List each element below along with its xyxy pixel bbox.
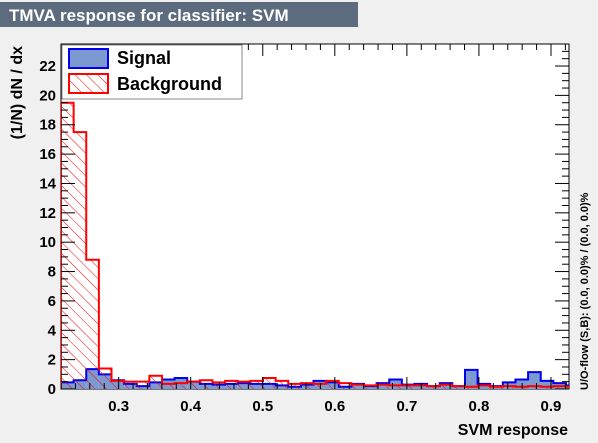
background-bar: [237, 381, 251, 389]
legend: Signal Background: [61, 44, 243, 100]
y-tick-label: 18: [39, 117, 56, 134]
x-tick-label: 0.8: [468, 398, 489, 415]
plot-area: [60, 43, 570, 390]
background-bar: [363, 385, 377, 389]
background-bar: [540, 386, 554, 389]
y-tick-label: 14: [39, 175, 56, 192]
background-bar: [326, 380, 339, 389]
histogram-bars: [61, 101, 598, 389]
background-bar: [225, 380, 238, 389]
background-bar: [452, 386, 465, 389]
background-bar: [528, 386, 541, 389]
background-outline: [61, 101, 569, 389]
y-tick-label: 6: [48, 293, 56, 310]
overflow-info: U/O-flow (S,B): (0.0, 0.0)% / (0.0, 0.0)…: [579, 192, 591, 390]
background-bar: [389, 385, 402, 389]
legend-background-label: Background: [117, 74, 222, 94]
background-bar: [300, 383, 314, 389]
background-bar: [553, 386, 566, 389]
background-bar: [124, 381, 137, 389]
background-bar: [262, 377, 276, 389]
legend-signal-swatch: [68, 48, 109, 69]
background-bar: [351, 384, 364, 389]
background-bar: [61, 102, 74, 389]
background-bar: [174, 383, 188, 389]
x-tick-label: 0.3: [108, 398, 129, 415]
x-tick-label: 0.7: [396, 398, 417, 415]
x-tick-label: 0.6: [324, 398, 345, 415]
background-bar: [401, 385, 415, 389]
series-background: [61, 101, 598, 389]
y-tick-label: 2: [48, 352, 56, 369]
background-bar: [338, 383, 352, 389]
background-bar: [591, 388, 598, 389]
tick-labels: 0.3 0.4 0.5 0.6 0.7 0.8 0.9 0 2 4 6 8 10 12 14 16 18 20 22: [39, 58, 561, 415]
background-bar: [86, 259, 99, 389]
background-bar: [111, 380, 125, 389]
x-tick-label: 0.4: [180, 398, 202, 415]
signal-bar: [540, 380, 554, 389]
y-tick-label: 4: [48, 322, 57, 339]
background-bar: [199, 380, 213, 389]
signal-bar: [389, 379, 402, 389]
background-bar: [161, 383, 175, 389]
chart-title: TMVA response for classifier: SVM: [9, 6, 289, 25]
background-bar: [288, 383, 301, 389]
y-axis-label: (1/N) dN / dx: [9, 46, 26, 139]
background-bar: [502, 386, 516, 389]
x-tick-label: 0.9: [541, 398, 562, 415]
signal-outline: [61, 368, 569, 389]
background-bar: [427, 386, 440, 389]
background-bar: [98, 368, 112, 389]
background-bar: [439, 384, 453, 389]
background-bar: [275, 380, 289, 389]
x-axis-label: SVM response: [458, 422, 568, 439]
background-bar: [212, 382, 226, 389]
legend-background-swatch: [68, 73, 109, 94]
background-bar: [477, 385, 491, 389]
background-bar: [187, 381, 200, 389]
y-tick-label: 16: [39, 146, 56, 163]
background-bar: [565, 386, 569, 389]
axis-ticks: [60, 43, 569, 390]
background-bar: [490, 386, 503, 389]
background-bar: [313, 383, 327, 389]
y-tick-label: 20: [39, 87, 56, 104]
background-bar: [149, 375, 162, 389]
signal-bar: [464, 369, 478, 389]
y-tick-label: 10: [39, 234, 56, 251]
y-tick-label: 22: [39, 58, 56, 75]
y-tick-label: 12: [39, 205, 56, 222]
signal-bar: [528, 372, 541, 389]
background-bar: [250, 380, 263, 389]
legend-signal-label: Signal: [117, 48, 171, 68]
title-box: [0, 2, 358, 27]
background-bar: [136, 381, 150, 389]
y-tick-label: 0: [48, 381, 56, 398]
y-tick-label: 8: [48, 264, 56, 281]
signal-bar: [591, 380, 598, 389]
x-tick-label: 0.5: [252, 398, 273, 415]
background-bar: [73, 132, 87, 389]
background-bar: [464, 386, 478, 389]
background-bar: [376, 384, 390, 389]
